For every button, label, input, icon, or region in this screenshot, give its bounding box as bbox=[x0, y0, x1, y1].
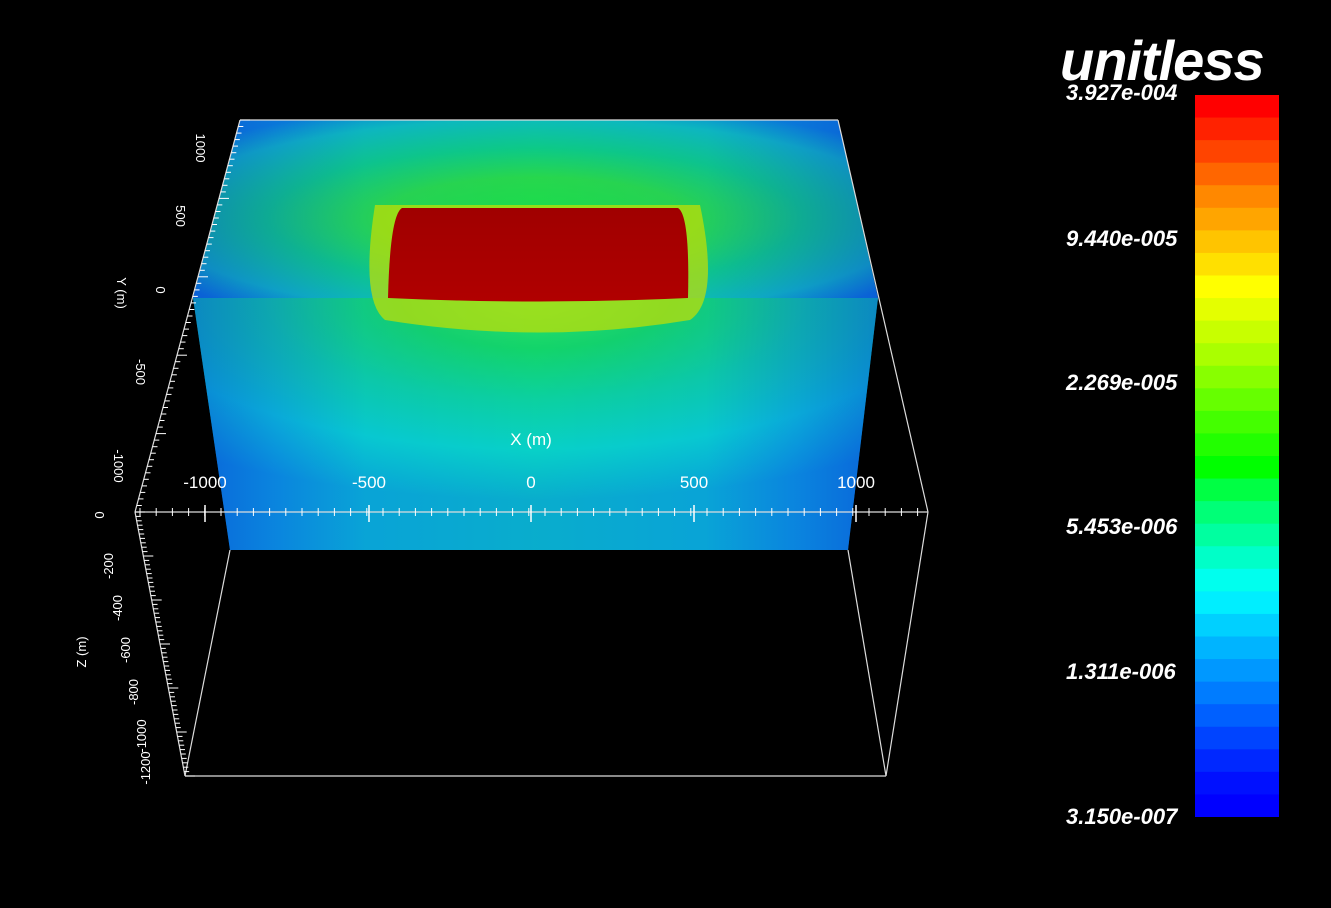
x-tick-label: 500 bbox=[680, 473, 708, 492]
x-tick-label: -500 bbox=[352, 473, 386, 492]
colorbar-band bbox=[1195, 771, 1279, 796]
z-tick-label: -800 bbox=[126, 679, 141, 705]
colorbar-band bbox=[1195, 117, 1279, 141]
x-tick-label: 0 bbox=[526, 473, 535, 492]
colorbar-label: 2.269e-005 bbox=[1066, 370, 1178, 395]
volume-front-edges bbox=[193, 298, 878, 550]
colorbar-band bbox=[1195, 185, 1279, 209]
z-axis-title: Z (m) bbox=[74, 636, 89, 667]
y-tick-label: 0 bbox=[153, 286, 168, 293]
anomaly-block bbox=[388, 208, 689, 302]
colorbar-band bbox=[1195, 591, 1279, 615]
colorbar-title: unitless bbox=[1060, 29, 1265, 92]
colorbar-band bbox=[1195, 749, 1279, 773]
z-tick-label: -200 bbox=[101, 553, 116, 579]
colorbar-band bbox=[1195, 433, 1279, 457]
x-tick-label: 1000 bbox=[837, 473, 875, 492]
z-tick-label: -600 bbox=[118, 637, 133, 663]
colorbar-band bbox=[1195, 95, 1279, 119]
colorbar-band bbox=[1195, 388, 1279, 412]
colorbar-band bbox=[1195, 410, 1279, 435]
y-axis-title: Y (m) bbox=[114, 277, 129, 309]
colorbar-label: 5.453e-006 bbox=[1066, 514, 1178, 539]
colorbar-band bbox=[1195, 659, 1279, 683]
colorbar-band bbox=[1195, 275, 1279, 299]
colorbar-band bbox=[1195, 636, 1279, 660]
z-tick-label: -400 bbox=[110, 595, 125, 621]
x-tick-label: -1000 bbox=[183, 473, 226, 492]
colorbar-band bbox=[1195, 252, 1279, 277]
z-axis-ticks bbox=[135, 511, 195, 777]
colorbar-band bbox=[1195, 704, 1279, 728]
colorbar-band bbox=[1195, 162, 1279, 186]
colorbar-band bbox=[1195, 230, 1279, 254]
colorbar-label: 3.927e-004 bbox=[1066, 80, 1178, 105]
colorbar-label: 9.440e-005 bbox=[1066, 226, 1178, 251]
colorbar-band bbox=[1195, 343, 1279, 367]
y-tick-label: -1000 bbox=[111, 449, 126, 482]
colorbar-band bbox=[1195, 546, 1279, 570]
colorbar-band bbox=[1195, 523, 1279, 547]
colorbar-band bbox=[1195, 207, 1279, 231]
colorbar bbox=[1195, 95, 1279, 817]
colorbar-band bbox=[1195, 320, 1279, 344]
y-tick-label: -500 bbox=[133, 359, 148, 385]
y-tick-label: 1000 bbox=[193, 134, 208, 163]
colorbar-band bbox=[1195, 478, 1279, 502]
colorbar-band bbox=[1195, 726, 1279, 750]
colorbar-band bbox=[1195, 681, 1279, 705]
colorbar-band bbox=[1195, 794, 1279, 817]
x-axis-ticks bbox=[204, 505, 857, 522]
z-tick-label: -1200 bbox=[138, 751, 153, 784]
z-tick-label: 0 bbox=[92, 511, 107, 518]
colorbar-band bbox=[1195, 298, 1279, 322]
y-tick-label: 500 bbox=[173, 205, 188, 227]
colorbar-band bbox=[1195, 365, 1279, 389]
colorbar-band bbox=[1195, 613, 1279, 638]
x-axis-title: X (m) bbox=[510, 430, 552, 449]
colorbar-band bbox=[1195, 501, 1279, 525]
colorbar-label: 3.150e-007 bbox=[1066, 804, 1178, 829]
colorbar-band bbox=[1195, 140, 1279, 164]
z-tick-label: -1000 bbox=[134, 719, 149, 752]
colorbar-label: 1.311e-006 bbox=[1066, 659, 1176, 684]
colorbar-band bbox=[1195, 568, 1279, 592]
colorbar-band bbox=[1195, 456, 1279, 480]
